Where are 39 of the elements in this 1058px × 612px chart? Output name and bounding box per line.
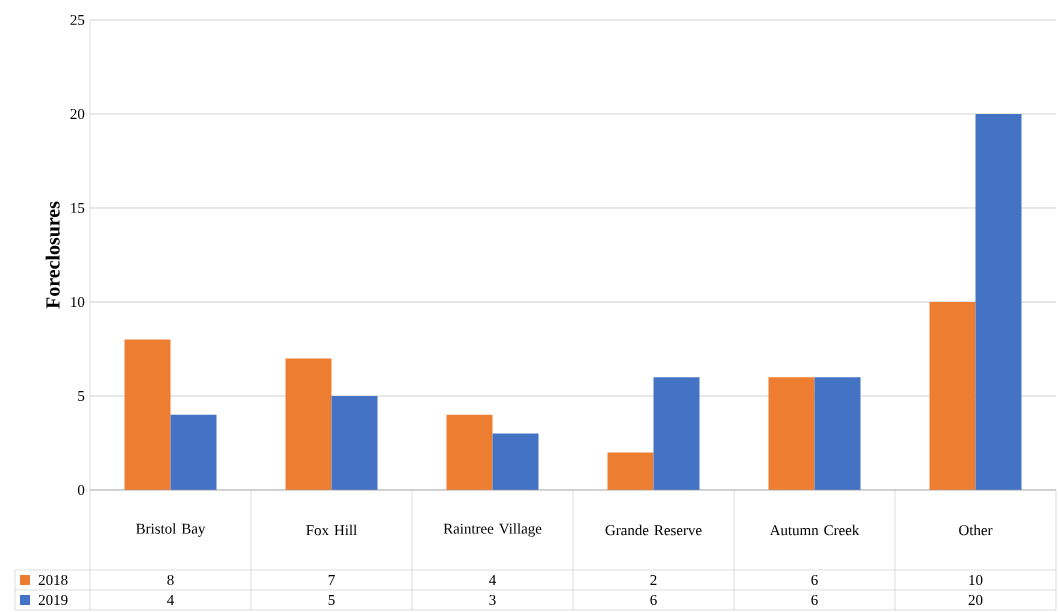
data-label: 7 (328, 575, 335, 585)
data-label: 4 (167, 595, 175, 605)
bar (492, 433, 539, 490)
y-tick-label: 0 (77, 484, 85, 496)
y-tick-label: 10 (71, 296, 85, 308)
y-tick-label: 25 (70, 14, 85, 25)
bar (975, 113, 1022, 490)
bar (653, 377, 700, 490)
x-tick-label: Other (959, 524, 993, 536)
bar (814, 377, 861, 490)
bar (607, 452, 654, 490)
bar (768, 377, 815, 490)
y-axis-title: Foreclosures (45, 201, 60, 309)
legend-label: 2018 (38, 574, 68, 586)
bar (285, 358, 332, 490)
data-label: 6 (811, 574, 818, 585)
bar (331, 395, 378, 490)
data-label: 3 (489, 594, 496, 605)
y-tick-label: 15 (71, 202, 85, 213)
y-tick-label: 5 (78, 391, 85, 401)
bar (124, 339, 171, 490)
bar (446, 414, 493, 490)
x-tick-label: Bristol Bay (136, 523, 206, 537)
y-tick-label: 20 (70, 108, 85, 120)
x-tick-label: Autumn Creek (769, 524, 860, 536)
legend-label: 2019 (38, 594, 68, 606)
bar (170, 414, 217, 490)
data-label: 5 (328, 595, 335, 605)
data-label: 4 (489, 575, 496, 585)
x-tick-label: Raintree Village (443, 523, 542, 537)
data-label: 20 (968, 594, 983, 606)
x-tick-label: Grande Reserve (605, 524, 702, 536)
bar (929, 301, 976, 490)
data-label: 2 (650, 575, 657, 585)
data-label: 6 (650, 594, 657, 605)
data-label: 8 (167, 574, 174, 586)
data-label: 10 (969, 574, 983, 586)
data-label: 6 (811, 594, 818, 605)
x-tick-label: Fox Hill (306, 524, 357, 536)
